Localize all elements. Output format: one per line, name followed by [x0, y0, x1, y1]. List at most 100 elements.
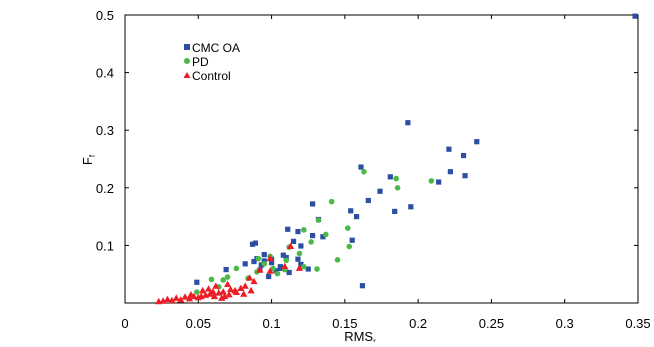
data-point-circle [270, 265, 276, 272]
legend-triangle-marker [183, 72, 191, 78]
y-axis-label: Ff [80, 154, 97, 165]
x-tick-label: 0.25 [479, 316, 504, 331]
data-point-square [358, 164, 364, 170]
data-point-triangle [159, 297, 167, 304]
data-point-circle [394, 185, 401, 191]
legend-label: Control [192, 69, 231, 83]
data-point-triangle [219, 288, 227, 295]
data-point-triangle [187, 290, 195, 298]
data-point-triangle [218, 294, 226, 301]
data-point-square [283, 254, 289, 261]
legend-item-cmc-oa: CMC OA [184, 41, 240, 55]
data-point-circle [334, 257, 341, 263]
data-point-square [223, 266, 229, 273]
data-point-square [387, 174, 393, 180]
data-point-square [258, 262, 264, 268]
data-point-square [447, 169, 453, 175]
data-point-square [349, 237, 355, 243]
data-point-triangle [245, 274, 254, 281]
x-axis-ticks: 0 0.05 0.1 0.15 0.2 0.25 0.3 0.35 [121, 15, 651, 331]
data-point-triangle [190, 292, 198, 300]
data-point-triangle [241, 282, 249, 289]
data-point-square [377, 188, 383, 194]
data-point-circle [346, 243, 353, 250]
data-point-triangle [226, 285, 235, 293]
data-point-circle [255, 255, 262, 262]
data-point-square [462, 173, 468, 179]
data-point-square [252, 240, 259, 246]
data-point-triangle [256, 266, 264, 273]
data-point-square [295, 256, 301, 262]
series-cmc-oa [194, 13, 638, 289]
legend: CMC OA PD Control [183, 41, 240, 83]
plot-frame [124, 14, 639, 304]
data-point-square [310, 233, 316, 239]
data-point-square [305, 266, 311, 272]
data-point-square [290, 238, 297, 244]
data-point-triangle [212, 282, 220, 289]
legend-circle-marker [184, 58, 190, 64]
data-point-triangle [266, 254, 274, 262]
data-point-triangle [281, 262, 289, 270]
data-point-square [632, 13, 638, 19]
y-axis-ticks: 0.1 0.2 0.3 0.4 0.5 [96, 8, 638, 253]
legend-item-control: Control [183, 69, 231, 83]
data-point-triangle [204, 285, 213, 292]
data-point-circle [233, 265, 240, 272]
y-tick-label: 0.4 [96, 66, 114, 81]
data-point-circle [261, 261, 268, 267]
data-point-triangle [163, 295, 172, 302]
data-point-circle [224, 274, 231, 280]
data-point-triangle [210, 292, 219, 300]
legend-item-pd: PD [184, 55, 209, 69]
data-point-circle [344, 225, 351, 231]
data-point-square [242, 261, 248, 267]
data-point-triangle [177, 296, 185, 303]
data-point-triangle [181, 293, 189, 300]
data-points [155, 13, 638, 305]
x-tick-label: 0 [121, 316, 128, 331]
data-point-square [249, 241, 256, 247]
data-point-circle [308, 239, 314, 245]
data-point-square [405, 120, 411, 126]
y-tick-label: 0.5 [96, 8, 114, 23]
data-point-square [298, 243, 304, 249]
data-point-square [277, 265, 283, 272]
data-point-circle [194, 289, 200, 295]
data-point-triangle [215, 289, 223, 296]
data-point-circle [361, 168, 367, 175]
data-point-triangle [232, 288, 240, 296]
y-tick-label: 0.1 [96, 238, 114, 253]
data-point-circle [315, 217, 322, 223]
data-point-circle [393, 175, 399, 182]
x-tick-label: 0.3 [556, 316, 574, 331]
data-point-square [365, 197, 371, 204]
x-tick-label: 0.35 [625, 316, 650, 331]
series-pd [194, 168, 435, 295]
data-point-square [353, 214, 360, 220]
legend-label: PD [192, 55, 209, 69]
data-point-circle [220, 277, 227, 283]
x-tick-label: 0.1 [263, 316, 281, 331]
data-point-square [310, 201, 316, 207]
data-point-square [273, 268, 279, 274]
data-point-circle [301, 263, 307, 270]
data-point-triangle [172, 294, 180, 301]
data-point-triangle [295, 264, 304, 271]
data-point-circle [301, 227, 307, 233]
data-point-square [285, 226, 291, 232]
data-point-square [320, 234, 326, 240]
data-point-square [268, 260, 275, 266]
series-control [155, 242, 304, 305]
data-point-square [251, 258, 257, 265]
legend-label: CMC OA [192, 41, 240, 55]
data-point-square [194, 279, 200, 285]
data-point-triangle [185, 294, 194, 302]
data-point-triangle [224, 280, 232, 287]
data-point-square [408, 204, 414, 210]
data-point-square [474, 139, 480, 145]
data-point-triangle [221, 292, 229, 300]
data-point-triangle [199, 286, 207, 294]
